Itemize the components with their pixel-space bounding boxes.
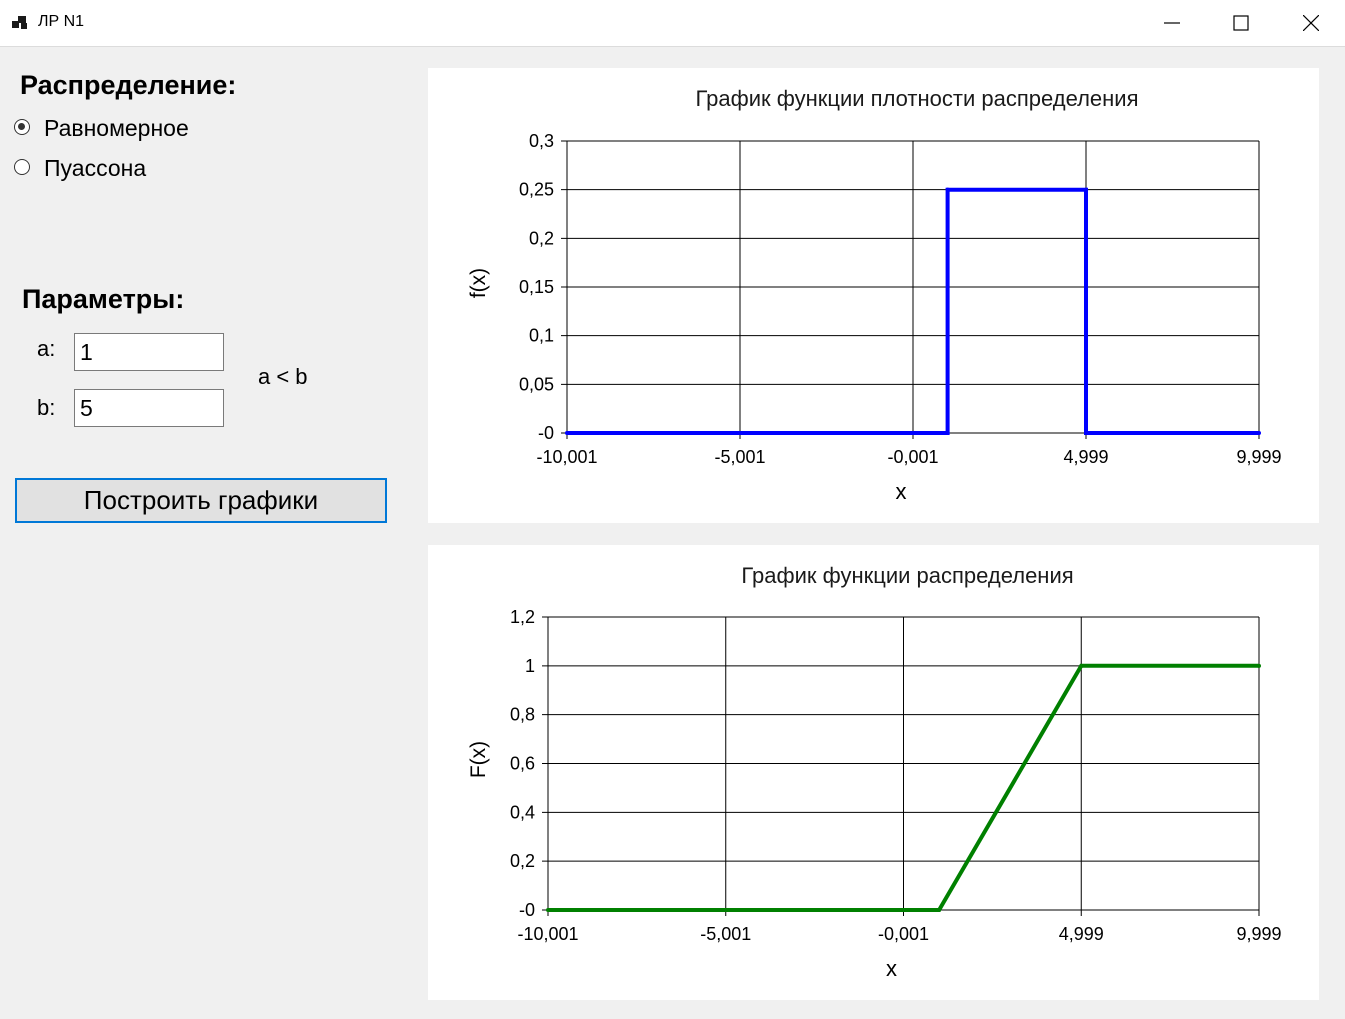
pdf-y-tick-label: 0,1 xyxy=(529,326,554,346)
cdf-data-point xyxy=(1257,663,1261,668)
pdf-x-axis-label: x xyxy=(896,479,907,504)
cdf-chart-panel: График функции распределения -10,001 -5,00… xyxy=(428,545,1319,1000)
cdf-x-tick-label: -5,001 xyxy=(700,924,751,944)
pdf-data-point xyxy=(945,431,950,435)
window-title: ЛР N1 xyxy=(38,13,85,30)
parameters-title: Параметры: xyxy=(22,284,185,314)
cdf-x-tick-label: 9,999 xyxy=(1236,924,1281,944)
pdf-y-tick-label: 0,2 xyxy=(529,228,554,248)
cdf-x-axis-label: x xyxy=(886,956,897,981)
pdf-data-point xyxy=(1084,187,1089,192)
distribution-title: Распределение: xyxy=(20,70,237,100)
cdf-x-tick-label: -0,001 xyxy=(878,924,929,944)
pdf-data-point xyxy=(1084,431,1089,435)
maximize-button[interactable] xyxy=(1206,0,1276,46)
cdf-y-tick-label: 0,4 xyxy=(510,802,535,822)
pdf-x-tick-label: -10,001 xyxy=(536,447,597,467)
pdf-chart: График функции плотности распределения -1… xyxy=(467,86,1282,504)
pdf-y-axis-label: f(x) xyxy=(467,268,490,298)
title-bar: ЛР N1 xyxy=(0,0,1345,47)
cdf-y-tick-label: 1 xyxy=(525,656,535,676)
pdf-x-tick-label: 4,999 xyxy=(1063,447,1108,467)
pdf-chart-title: График функции плотности распределения xyxy=(695,86,1138,111)
close-button[interactable] xyxy=(1276,0,1345,46)
pdf-y-tick-label: 0,05 xyxy=(519,374,554,394)
cdf-data-point xyxy=(1079,663,1084,668)
radio-selected-dot xyxy=(18,123,25,130)
pdf-y-tick-label: 0,15 xyxy=(519,277,554,297)
maximize-icon xyxy=(1233,15,1249,31)
pdf-x-tick-label: -0,001 xyxy=(887,447,938,467)
pdf-y-tick-label: 0,25 xyxy=(519,180,554,200)
pdf-data-point xyxy=(945,187,950,192)
cdf-x-tick-label: 4,999 xyxy=(1059,924,1104,944)
cdf-x-tick-label: -10,001 xyxy=(517,924,578,944)
constraint-label: a < b xyxy=(258,364,308,389)
cdf-chart: График функции распределения -10,001 -5,00… xyxy=(467,563,1282,981)
pdf-chart-panel: График функции плотности распределения -1… xyxy=(428,68,1319,523)
cdf-y-tick-label: 1,2 xyxy=(510,607,535,627)
param-b-input[interactable] xyxy=(74,389,224,427)
pdf-data-point xyxy=(565,431,569,435)
param-a-input[interactable] xyxy=(74,333,224,371)
param-b-label: b: xyxy=(37,395,56,420)
pdf-y-tick-label: -0 xyxy=(538,423,554,443)
cdf-chart-title: График функции распределения xyxy=(741,563,1073,588)
radio-poisson-label: Пуассона xyxy=(44,155,147,181)
cdf-y-tick-label: 0,2 xyxy=(510,851,535,871)
pdf-series-line xyxy=(567,187,1259,435)
cdf-data-point xyxy=(546,908,550,912)
build-charts-button[interactable]: Построить графики xyxy=(15,478,387,523)
radio-circle xyxy=(14,159,30,175)
pdf-y-tick-label: 0,3 xyxy=(529,131,554,151)
app-icon xyxy=(12,16,27,29)
cdf-y-axis-label: F(x) xyxy=(467,741,490,778)
cdf-y-tick-label: 0,8 xyxy=(510,705,535,725)
radio-circle xyxy=(14,119,30,135)
radio-uniform-label: Равномерное xyxy=(44,115,189,141)
param-a-label: a: xyxy=(37,336,56,361)
cdf-y-tick-label: 0,6 xyxy=(510,754,535,774)
minimize-button[interactable] xyxy=(1137,0,1207,46)
cdf-series-line xyxy=(548,663,1259,912)
cdf-data-point xyxy=(937,908,942,912)
minimize-icon xyxy=(1164,22,1180,24)
close-icon xyxy=(1303,15,1319,31)
pdf-x-tick-label: 9,999 xyxy=(1236,447,1281,467)
cdf-y-tick-label: -0 xyxy=(519,900,535,920)
pdf-data-point xyxy=(1257,431,1261,435)
pdf-x-tick-label: -5,001 xyxy=(714,447,765,467)
